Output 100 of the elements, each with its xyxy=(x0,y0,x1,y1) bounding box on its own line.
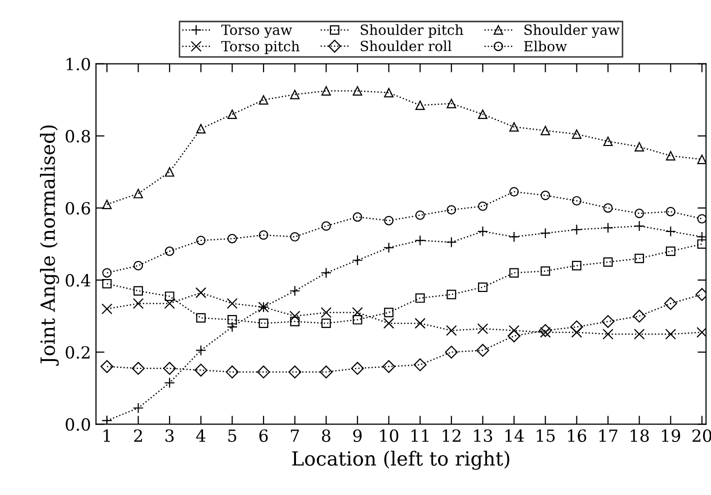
point xyxy=(164,246,174,256)
point xyxy=(414,358,427,372)
point xyxy=(696,326,706,338)
point xyxy=(102,278,112,288)
point xyxy=(321,221,331,231)
point xyxy=(227,234,237,244)
point xyxy=(100,360,114,374)
point xyxy=(634,254,644,264)
x-tick-label: 3 xyxy=(166,429,174,442)
point xyxy=(227,110,237,120)
point xyxy=(415,100,425,110)
point xyxy=(444,346,458,359)
point xyxy=(540,190,550,200)
point xyxy=(414,235,426,246)
point xyxy=(164,292,174,302)
legend-label: Shoulder yaw xyxy=(524,24,620,38)
y-tick-label: 0.6 xyxy=(66,202,90,215)
point xyxy=(634,328,645,340)
point xyxy=(571,326,582,338)
point xyxy=(509,268,519,278)
point xyxy=(102,303,112,314)
point xyxy=(414,318,426,329)
point xyxy=(446,325,457,336)
point xyxy=(477,226,488,237)
point xyxy=(164,377,175,388)
point xyxy=(257,366,270,378)
point xyxy=(163,362,176,375)
point xyxy=(134,188,143,198)
point xyxy=(538,324,552,337)
x-tick-label: 20 xyxy=(692,429,711,442)
point xyxy=(446,290,456,300)
legend-label: Torso pitch xyxy=(221,40,300,54)
point xyxy=(164,298,175,309)
point xyxy=(632,310,646,323)
point xyxy=(602,328,614,340)
point xyxy=(290,232,300,242)
point xyxy=(290,90,300,100)
point xyxy=(415,293,425,303)
y-tick-label: 0.8 xyxy=(66,130,90,142)
x-tick-label: 4 xyxy=(196,429,206,442)
x-tick-label: 13 xyxy=(474,429,492,442)
x-tick-label: 12 xyxy=(442,429,460,442)
y-tick-label: 1.0 xyxy=(66,58,90,70)
point xyxy=(446,205,456,215)
x-tick-label: 6 xyxy=(259,429,268,442)
point xyxy=(258,95,268,105)
point xyxy=(572,129,582,139)
point xyxy=(320,267,332,278)
point xyxy=(258,230,268,240)
point xyxy=(634,142,644,152)
legend-label: Shoulder pitch xyxy=(360,24,464,38)
point xyxy=(666,246,676,256)
y-axis-title: Joint Angle (normalised) xyxy=(40,125,60,366)
point xyxy=(603,203,613,213)
point xyxy=(697,239,706,249)
point xyxy=(195,344,206,356)
point xyxy=(382,360,396,374)
point xyxy=(509,187,519,197)
x-tick-label: 8 xyxy=(322,429,330,442)
point xyxy=(476,344,490,357)
point xyxy=(194,364,208,377)
point xyxy=(102,200,112,210)
x-tick-label: 14 xyxy=(505,429,524,442)
x-tick-label: 5 xyxy=(228,430,236,442)
x-tick-label: 18 xyxy=(630,429,649,442)
point xyxy=(320,307,332,318)
y-tick-label: 0.4 xyxy=(66,274,90,287)
y-tick-label: 0.0 xyxy=(66,418,90,431)
point xyxy=(540,326,551,338)
point xyxy=(570,320,584,334)
point xyxy=(196,313,206,323)
point xyxy=(196,236,206,246)
point xyxy=(226,366,239,378)
x-axis-title: Location (left to right) xyxy=(292,450,510,470)
point xyxy=(446,236,457,248)
point xyxy=(289,285,300,296)
x-tick-label: 15 xyxy=(536,429,555,442)
x-tick-label: 7 xyxy=(290,430,299,442)
legend-label: Elbow xyxy=(524,40,567,52)
y-tick-label: 0.2 xyxy=(66,346,90,359)
point xyxy=(384,308,394,318)
point xyxy=(602,315,614,328)
point xyxy=(383,318,394,329)
point xyxy=(352,254,363,266)
point xyxy=(321,318,331,328)
point xyxy=(320,366,333,378)
point xyxy=(384,88,394,98)
point xyxy=(478,110,488,120)
legend-label: Torso yaw xyxy=(221,24,292,38)
point xyxy=(572,196,582,206)
point xyxy=(352,314,362,324)
point xyxy=(540,266,550,276)
point xyxy=(384,216,394,226)
point xyxy=(540,126,550,136)
x-tick-label: 10 xyxy=(380,429,398,442)
x-tick-label: 2 xyxy=(134,429,142,442)
point xyxy=(540,228,551,239)
point xyxy=(134,260,143,270)
point xyxy=(664,297,678,310)
x-tick-label: 17 xyxy=(599,429,618,442)
